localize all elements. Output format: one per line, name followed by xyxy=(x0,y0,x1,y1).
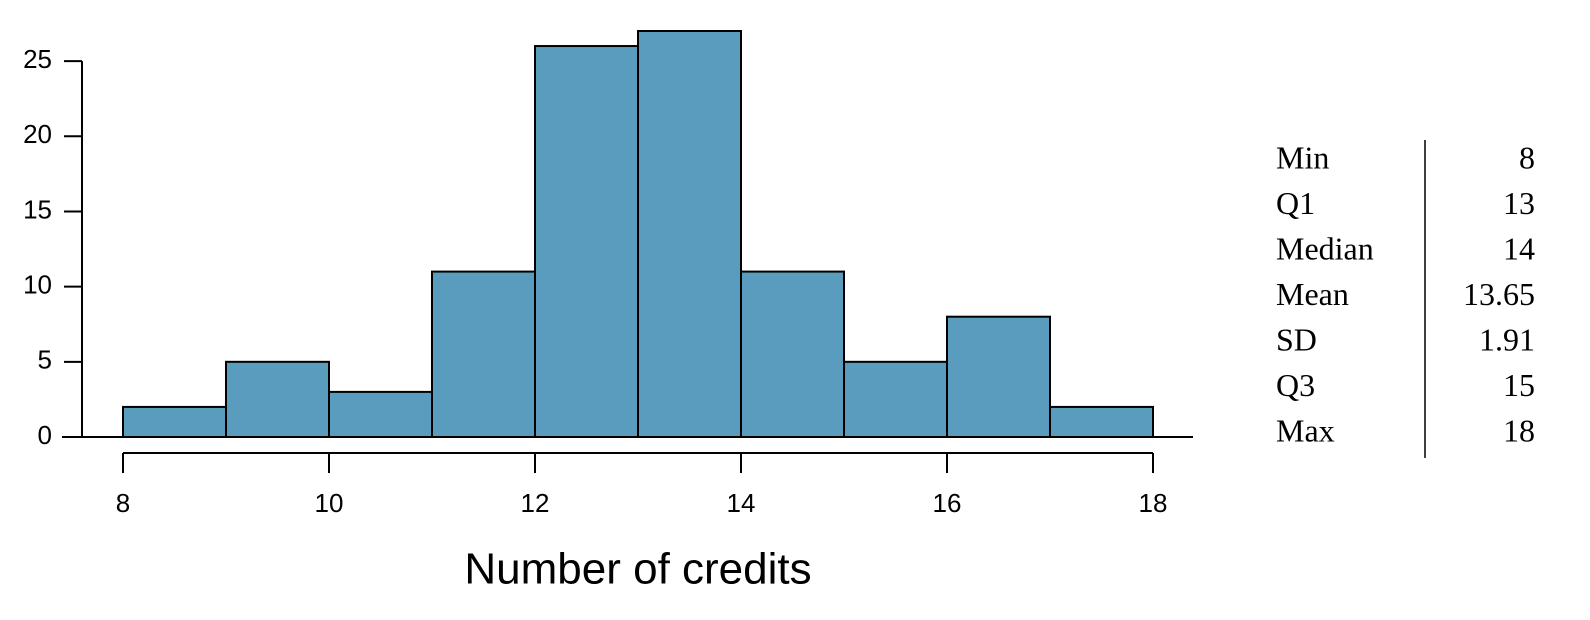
stat-name: Q3 xyxy=(1276,367,1315,403)
bar xyxy=(1049,405,1154,439)
bar xyxy=(843,360,948,439)
bar xyxy=(431,270,536,438)
y-tick-label: 10 xyxy=(23,270,52,300)
stat-value: 13.65 xyxy=(1463,276,1535,312)
bar xyxy=(328,390,433,438)
y-tick-label: 15 xyxy=(23,194,52,224)
stat-name: Q1 xyxy=(1276,185,1315,221)
stat-value: 15 xyxy=(1503,367,1535,403)
x-tick-label: 10 xyxy=(315,488,344,518)
stat-name: Max xyxy=(1276,412,1335,448)
bar xyxy=(637,30,742,438)
y-tick-label: 25 xyxy=(23,44,52,74)
x-tick-label: 14 xyxy=(727,488,756,518)
stat-name: Mean xyxy=(1276,276,1349,312)
y-tick-label: 0 xyxy=(38,420,52,450)
y-tick-label: 20 xyxy=(23,119,52,149)
bar xyxy=(740,270,845,438)
stat-name: Median xyxy=(1276,230,1374,266)
bar xyxy=(946,315,1051,438)
stat-value: 13 xyxy=(1503,185,1535,221)
x-axis-label: Number of credits xyxy=(464,545,811,594)
y-tick-label: 5 xyxy=(38,345,52,375)
x-tick-label: 16 xyxy=(933,488,962,518)
x-tick-label: 18 xyxy=(1139,488,1168,518)
stat-value: 18 xyxy=(1503,412,1535,448)
stat-value: 14 xyxy=(1503,230,1535,266)
bar xyxy=(534,45,639,438)
bar xyxy=(122,405,227,439)
x-tick-label: 12 xyxy=(521,488,550,518)
stat-name: SD xyxy=(1276,321,1317,357)
stat-name: Min xyxy=(1276,139,1329,175)
stat-value: 1.91 xyxy=(1479,321,1535,357)
bar xyxy=(225,360,330,439)
x-tick-label: 8 xyxy=(116,488,130,518)
stat-value: 8 xyxy=(1519,139,1535,175)
